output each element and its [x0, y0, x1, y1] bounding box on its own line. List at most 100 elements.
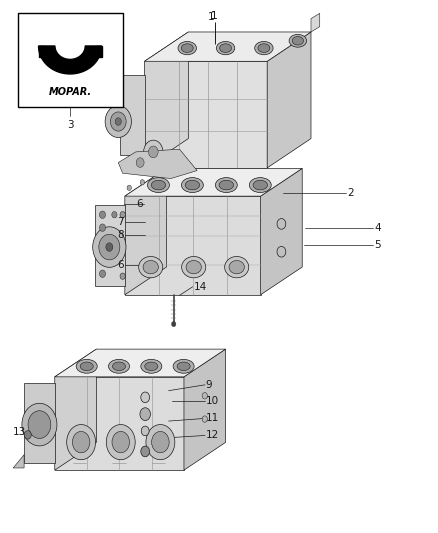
Ellipse shape — [146, 424, 175, 459]
Text: 14: 14 — [194, 282, 207, 292]
Ellipse shape — [24, 431, 31, 439]
Ellipse shape — [76, 359, 97, 373]
Ellipse shape — [145, 362, 158, 370]
Polygon shape — [311, 13, 320, 32]
Ellipse shape — [143, 261, 159, 274]
Ellipse shape — [292, 36, 304, 45]
Polygon shape — [261, 168, 302, 295]
Ellipse shape — [172, 321, 176, 327]
Polygon shape — [95, 46, 102, 56]
Ellipse shape — [219, 180, 233, 190]
Ellipse shape — [93, 227, 126, 268]
Ellipse shape — [277, 246, 286, 257]
Ellipse shape — [127, 185, 131, 190]
Text: 8: 8 — [117, 230, 124, 239]
Text: 10: 10 — [206, 396, 219, 406]
Text: 2: 2 — [347, 189, 353, 198]
Polygon shape — [145, 61, 267, 168]
Ellipse shape — [110, 112, 126, 131]
Ellipse shape — [139, 256, 163, 278]
Text: 12: 12 — [206, 431, 219, 440]
Ellipse shape — [112, 432, 130, 453]
Polygon shape — [267, 32, 311, 168]
Text: 5: 5 — [374, 240, 381, 249]
Ellipse shape — [277, 219, 286, 229]
Polygon shape — [125, 168, 302, 196]
Ellipse shape — [258, 44, 270, 52]
Ellipse shape — [216, 42, 235, 55]
Ellipse shape — [80, 362, 93, 370]
Text: 1: 1 — [211, 11, 218, 21]
Ellipse shape — [99, 224, 106, 231]
Ellipse shape — [109, 359, 130, 373]
Ellipse shape — [181, 44, 193, 52]
Ellipse shape — [148, 146, 158, 158]
Ellipse shape — [115, 118, 121, 125]
Ellipse shape — [225, 256, 249, 278]
Text: 1: 1 — [208, 12, 215, 22]
Ellipse shape — [229, 261, 244, 274]
Polygon shape — [39, 46, 45, 56]
Ellipse shape — [173, 359, 194, 373]
Ellipse shape — [186, 261, 201, 274]
Ellipse shape — [99, 211, 106, 219]
Ellipse shape — [219, 44, 232, 52]
Ellipse shape — [106, 424, 135, 459]
Ellipse shape — [144, 140, 163, 164]
Polygon shape — [39, 46, 102, 74]
Polygon shape — [55, 377, 184, 470]
Polygon shape — [55, 349, 226, 377]
Ellipse shape — [141, 359, 162, 373]
Polygon shape — [145, 32, 188, 168]
Polygon shape — [125, 168, 166, 295]
Ellipse shape — [99, 235, 120, 260]
Ellipse shape — [72, 432, 90, 453]
Ellipse shape — [152, 432, 169, 453]
Ellipse shape — [202, 392, 207, 399]
Ellipse shape — [202, 416, 207, 422]
Ellipse shape — [106, 243, 113, 252]
Text: 1: 1 — [211, 11, 218, 21]
Ellipse shape — [136, 158, 144, 167]
Ellipse shape — [253, 180, 268, 190]
Text: 6: 6 — [136, 199, 143, 209]
Ellipse shape — [140, 408, 151, 421]
Ellipse shape — [132, 153, 148, 172]
Polygon shape — [13, 455, 24, 468]
Ellipse shape — [113, 362, 126, 370]
Polygon shape — [145, 32, 311, 61]
Bar — [18, 13, 123, 107]
Ellipse shape — [67, 424, 95, 459]
Ellipse shape — [255, 42, 273, 55]
Ellipse shape — [178, 42, 196, 55]
Ellipse shape — [112, 212, 117, 218]
Text: MOPAR.: MOPAR. — [49, 87, 92, 96]
Ellipse shape — [120, 273, 125, 279]
Polygon shape — [184, 349, 226, 470]
Ellipse shape — [120, 212, 125, 218]
Text: 4: 4 — [374, 223, 381, 232]
Ellipse shape — [141, 446, 149, 457]
Ellipse shape — [141, 392, 149, 403]
Text: 6: 6 — [117, 260, 124, 270]
Polygon shape — [55, 349, 96, 470]
Text: 11: 11 — [206, 414, 219, 423]
Ellipse shape — [215, 177, 237, 192]
Polygon shape — [24, 383, 55, 463]
Text: 9: 9 — [206, 380, 212, 390]
Polygon shape — [120, 75, 145, 155]
Polygon shape — [95, 205, 125, 286]
Ellipse shape — [181, 177, 203, 192]
Ellipse shape — [28, 411, 51, 439]
Ellipse shape — [105, 106, 131, 138]
Ellipse shape — [141, 426, 149, 436]
Ellipse shape — [182, 256, 206, 278]
Ellipse shape — [177, 362, 190, 370]
Polygon shape — [125, 196, 261, 295]
Ellipse shape — [99, 270, 106, 278]
Ellipse shape — [22, 403, 57, 446]
Ellipse shape — [185, 180, 200, 190]
Text: 13: 13 — [13, 427, 26, 437]
Polygon shape — [118, 149, 197, 179]
Ellipse shape — [148, 177, 170, 192]
